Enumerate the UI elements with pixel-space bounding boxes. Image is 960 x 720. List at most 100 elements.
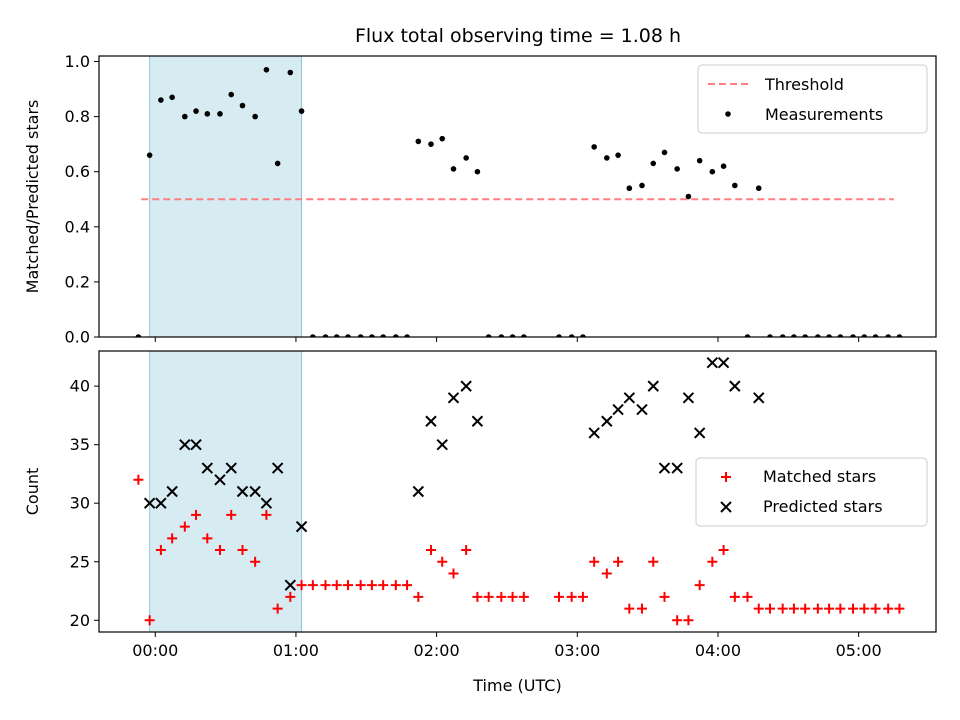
measurement-point	[169, 94, 175, 101]
predicted-star-point	[647, 380, 659, 392]
matched-star-point	[366, 580, 377, 591]
measurement-point	[193, 108, 199, 114]
x-tick-label: 02:00	[414, 641, 460, 660]
matched-star-point	[553, 591, 564, 602]
matched-star-point	[496, 591, 507, 602]
y-tick-label: 1.0	[65, 52, 90, 71]
measurement-point	[615, 152, 621, 158]
measurement-point	[287, 69, 294, 76]
matched-star-point	[472, 591, 483, 602]
legend-bottom: Matched stars Predicted stars	[695, 457, 928, 527]
matched-star-point	[202, 533, 213, 544]
points-layer	[133, 357, 905, 626]
matched-star-point	[765, 603, 776, 614]
predicted-star-point	[447, 392, 460, 404]
legend-box	[695, 457, 928, 527]
measurement-point	[626, 185, 633, 192]
measurement-point	[146, 152, 153, 158]
x-tick-label: 03:00	[554, 641, 600, 660]
predicted-star-point	[693, 427, 706, 439]
measurement-point	[732, 182, 738, 189]
predicted-star-point	[214, 474, 226, 486]
y-tick-label: 0.6	[65, 162, 90, 181]
predicted-star-point	[236, 485, 249, 498]
measurement-point	[428, 141, 434, 147]
matched-star-point	[613, 556, 624, 567]
predicted-star-point	[460, 380, 472, 392]
matched-star-point	[788, 603, 799, 614]
matched-star-point	[601, 568, 612, 579]
matched-star-point	[237, 545, 248, 556]
measurement-point	[591, 144, 597, 150]
measurement-point	[850, 334, 856, 337]
y-axis-label: Count	[23, 468, 42, 516]
predicted-star-point	[260, 497, 273, 509]
measurement-point	[357, 334, 364, 337]
measurement-point	[744, 334, 751, 337]
y-tick-label: 0.0	[65, 328, 90, 347]
predicted-star-point	[636, 403, 648, 416]
predicted-star-point	[166, 485, 178, 498]
predicted-star-point	[612, 403, 624, 416]
matched-star-point	[133, 474, 144, 485]
matched-star-point	[355, 580, 366, 591]
measurement-point	[345, 334, 351, 337]
measurement-point	[779, 334, 786, 337]
figure-title: Flux total observing time = 1.08 h	[355, 25, 681, 47]
predicted-star-point	[284, 579, 297, 591]
legend-predicted-swatch	[720, 501, 732, 513]
measurement-point	[885, 334, 891, 337]
measurement-point	[709, 168, 716, 175]
matched-star-point	[402, 580, 413, 591]
y-axis-label: Matched/Predicted stars	[23, 100, 42, 294]
matched-star-point	[331, 580, 342, 591]
measurement-point	[767, 334, 773, 337]
measurement-point	[826, 334, 832, 337]
matched-star-point	[636, 603, 647, 614]
predicted-star-point	[179, 438, 191, 451]
measurement-point	[685, 193, 692, 200]
x-tick-label: 01:00	[273, 641, 319, 660]
matched-star-point	[425, 545, 436, 556]
predicted-star-point	[753, 392, 765, 404]
y-tick-label: 35	[70, 435, 90, 454]
matched-star-point	[461, 545, 472, 556]
legend-predicted-label: Predicted stars	[763, 497, 883, 516]
y-tick-label: 25	[70, 552, 90, 571]
matched-star-point	[729, 591, 740, 602]
matched-star-point	[883, 603, 894, 614]
matched-star-point	[144, 615, 155, 626]
matched-star-point	[261, 509, 272, 520]
y-tick-label: 40	[70, 377, 90, 396]
predicted-star-point	[155, 497, 167, 509]
legend-matched-label: Matched stars	[763, 467, 876, 486]
matched-star-point	[285, 591, 296, 602]
measurement-point	[263, 66, 270, 73]
matched-star-point	[753, 603, 764, 614]
matched-star-point	[483, 591, 494, 602]
measurement-point	[450, 166, 457, 172]
predicted-star-point	[588, 427, 600, 439]
predicted-star-point	[682, 392, 695, 404]
predicted-star-point	[412, 485, 425, 498]
predicted-star-point	[225, 462, 237, 474]
predicted-star-point	[658, 462, 671, 474]
legend-top: Threshold Measurements	[697, 64, 928, 134]
matched-star-point	[835, 603, 846, 614]
matched-star-point	[812, 603, 823, 614]
measurement-point	[639, 182, 645, 189]
measurement-point	[896, 334, 903, 337]
matched-star-point	[214, 545, 225, 556]
matched-star-point	[742, 591, 753, 602]
matched-star-point	[448, 568, 459, 579]
predicted-star-point	[201, 462, 214, 474]
predicted-star-point	[436, 438, 448, 451]
measurement-point	[369, 334, 375, 337]
measurement-point	[556, 334, 562, 337]
predicted-star-point	[249, 485, 261, 498]
measurement-point	[802, 334, 808, 337]
matched-star-point	[272, 603, 283, 614]
legend-measurement-label: Measurements	[765, 105, 883, 124]
axes-frame	[98, 55, 937, 338]
measurement-point	[604, 155, 610, 161]
